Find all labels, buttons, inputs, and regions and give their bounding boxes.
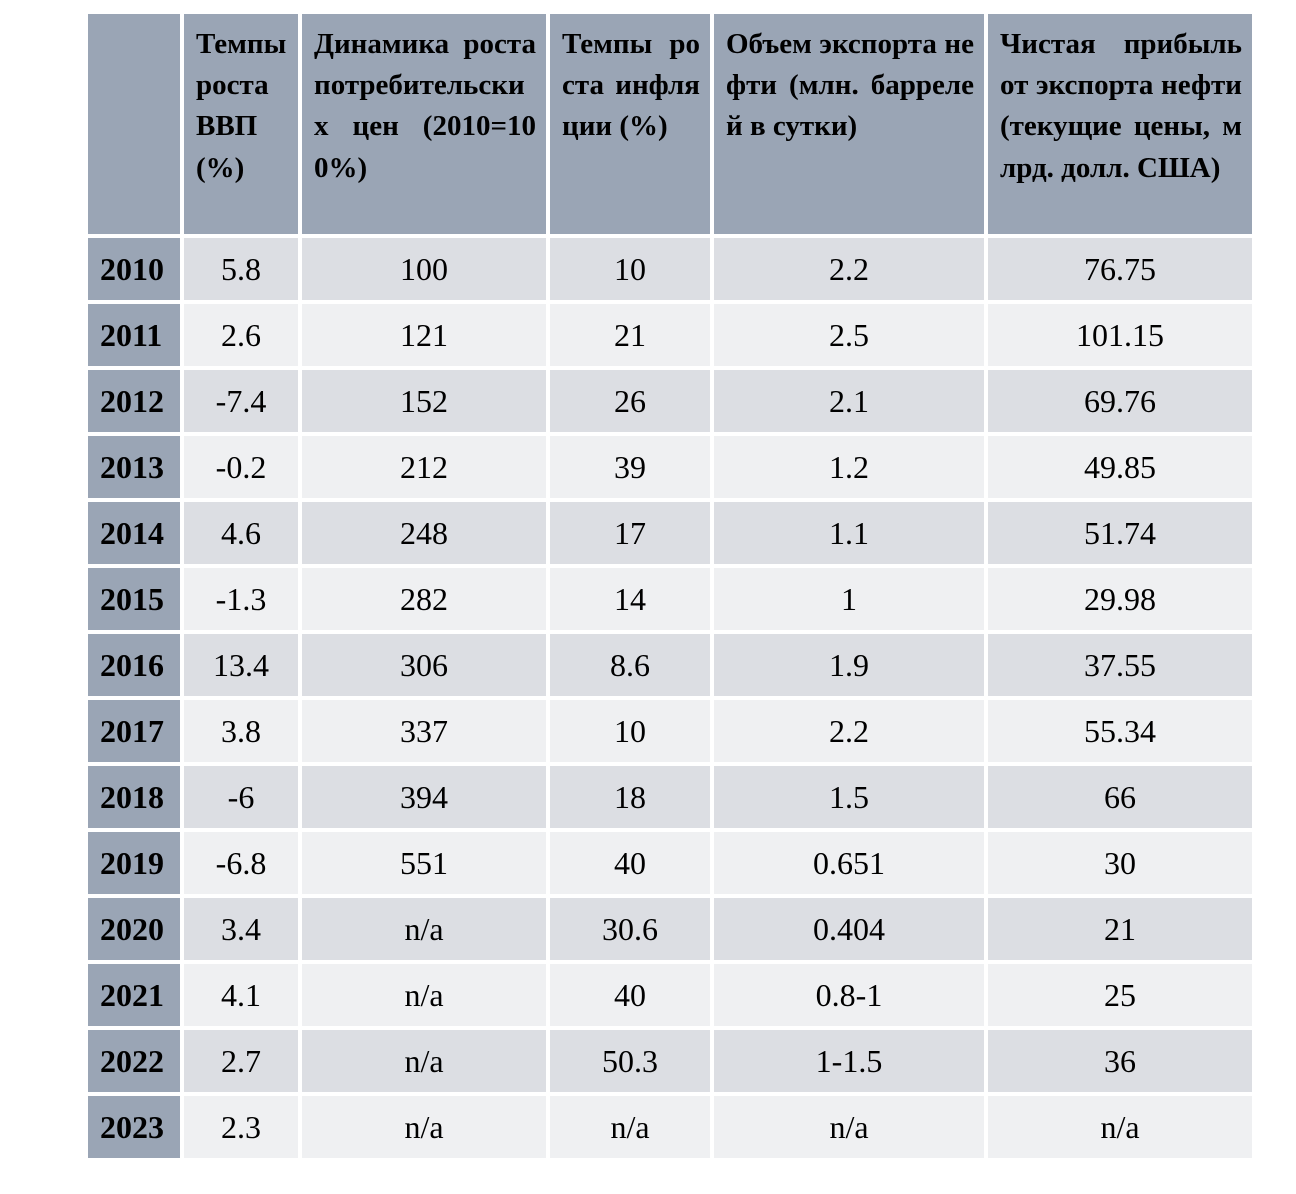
table-cell: -6	[184, 766, 298, 828]
table-cell: 21	[988, 898, 1252, 960]
column-header-inflation: Темпы роста инфляции (%)	[550, 14, 710, 234]
table-cell: 394	[302, 766, 546, 828]
table-cell: 101.15	[988, 304, 1252, 366]
table-cell: 337	[302, 700, 546, 762]
table-cell: 14	[550, 568, 710, 630]
table-cell: -6.8	[184, 832, 298, 894]
table-cell: 40	[550, 964, 710, 1026]
table-cell: 37.55	[988, 634, 1252, 696]
table-cell: 1-1.5	[714, 1030, 984, 1092]
corner-header-cell	[88, 14, 180, 234]
column-header-gdp-growth: Темпы роста ВВП (%)	[184, 14, 298, 234]
table-cell: 0.404	[714, 898, 984, 960]
table-cell: 29.98	[988, 568, 1252, 630]
table-cell: 2.7	[184, 1030, 298, 1092]
table-cell: 10	[550, 700, 710, 762]
row-header-year: 2018	[88, 766, 180, 828]
table-cell: 30.6	[550, 898, 710, 960]
row-header-year: 2013	[88, 436, 180, 498]
table-cell: 76.75	[988, 238, 1252, 300]
table-cell: 4.1	[184, 964, 298, 1026]
row-header-year: 2021	[88, 964, 180, 1026]
row-header-year: 2014	[88, 502, 180, 564]
row-header-year: 2019	[88, 832, 180, 894]
table-cell: 69.76	[988, 370, 1252, 432]
table-cell: 10	[550, 238, 710, 300]
table-cell: 1.5	[714, 766, 984, 828]
table-cell: 2.3	[184, 1096, 298, 1158]
table-cell: n/a	[988, 1096, 1252, 1158]
table-cell: -1.3	[184, 568, 298, 630]
table-cell: 1.9	[714, 634, 984, 696]
row-header-year: 2016	[88, 634, 180, 696]
row-header-year: 2017	[88, 700, 180, 762]
table-cell: 21	[550, 304, 710, 366]
row-header-year: 2015	[88, 568, 180, 630]
row-header-year: 2011	[88, 304, 180, 366]
column-header-consumer-prices: Динамика роста потребительских цен (2010…	[302, 14, 546, 234]
table-cell: 30	[988, 832, 1252, 894]
column-header-net-profit: Чистая прибыль от экспорта нефти (текущи…	[988, 14, 1252, 234]
table-cell: 3.4	[184, 898, 298, 960]
table-cell: 13.4	[184, 634, 298, 696]
table-cell: n/a	[714, 1096, 984, 1158]
table-cell: 2.1	[714, 370, 984, 432]
table-cell: 25	[988, 964, 1252, 1026]
table-cell: 282	[302, 568, 546, 630]
column-header-oil-export-volume: Объем экспорта нефти (млн. баррелей в су…	[714, 14, 984, 234]
row-header-year: 2020	[88, 898, 180, 960]
table-cell: 121	[302, 304, 546, 366]
table-cell: n/a	[302, 1030, 546, 1092]
table-cell: 18	[550, 766, 710, 828]
table-cell: 66	[988, 766, 1252, 828]
table-cell: n/a	[302, 964, 546, 1026]
table-cell: n/a	[302, 898, 546, 960]
table-cell: n/a	[302, 1096, 546, 1158]
table-cell: 2.6	[184, 304, 298, 366]
table-cell: 40	[550, 832, 710, 894]
table-cell: 2.2	[714, 238, 984, 300]
table-cell: -0.2	[184, 436, 298, 498]
table-cell: 51.74	[988, 502, 1252, 564]
table-cell: 0.8-1	[714, 964, 984, 1026]
row-header-year: 2012	[88, 370, 180, 432]
row-header-year: 2023	[88, 1096, 180, 1158]
table-cell: 100	[302, 238, 546, 300]
table-cell: 49.85	[988, 436, 1252, 498]
table-cell: 1.1	[714, 502, 984, 564]
table-cell: 551	[302, 832, 546, 894]
table-cell: 39	[550, 436, 710, 498]
table-cell: 152	[302, 370, 546, 432]
table-cell: 26	[550, 370, 710, 432]
table-cell: 1.2	[714, 436, 984, 498]
table-cell: n/a	[550, 1096, 710, 1158]
table-cell: 2.2	[714, 700, 984, 762]
economic-indicators-table: Темпы роста ВВП (%) Динамика роста потре…	[88, 14, 1252, 1158]
row-header-year: 2022	[88, 1030, 180, 1092]
table-cell: 1	[714, 568, 984, 630]
table-cell: 2.5	[714, 304, 984, 366]
row-header-year: 2010	[88, 238, 180, 300]
table-cell: -7.4	[184, 370, 298, 432]
table-cell: 248	[302, 502, 546, 564]
table-cell: 4.6	[184, 502, 298, 564]
table-cell: 50.3	[550, 1030, 710, 1092]
table-cell: 3.8	[184, 700, 298, 762]
table-cell: 212	[302, 436, 546, 498]
table-cell: 36	[988, 1030, 1252, 1092]
table-cell: 0.651	[714, 832, 984, 894]
table-cell: 55.34	[988, 700, 1252, 762]
table-cell: 17	[550, 502, 710, 564]
table-cell: 8.6	[550, 634, 710, 696]
table-cell: 5.8	[184, 238, 298, 300]
table-cell: 306	[302, 634, 546, 696]
